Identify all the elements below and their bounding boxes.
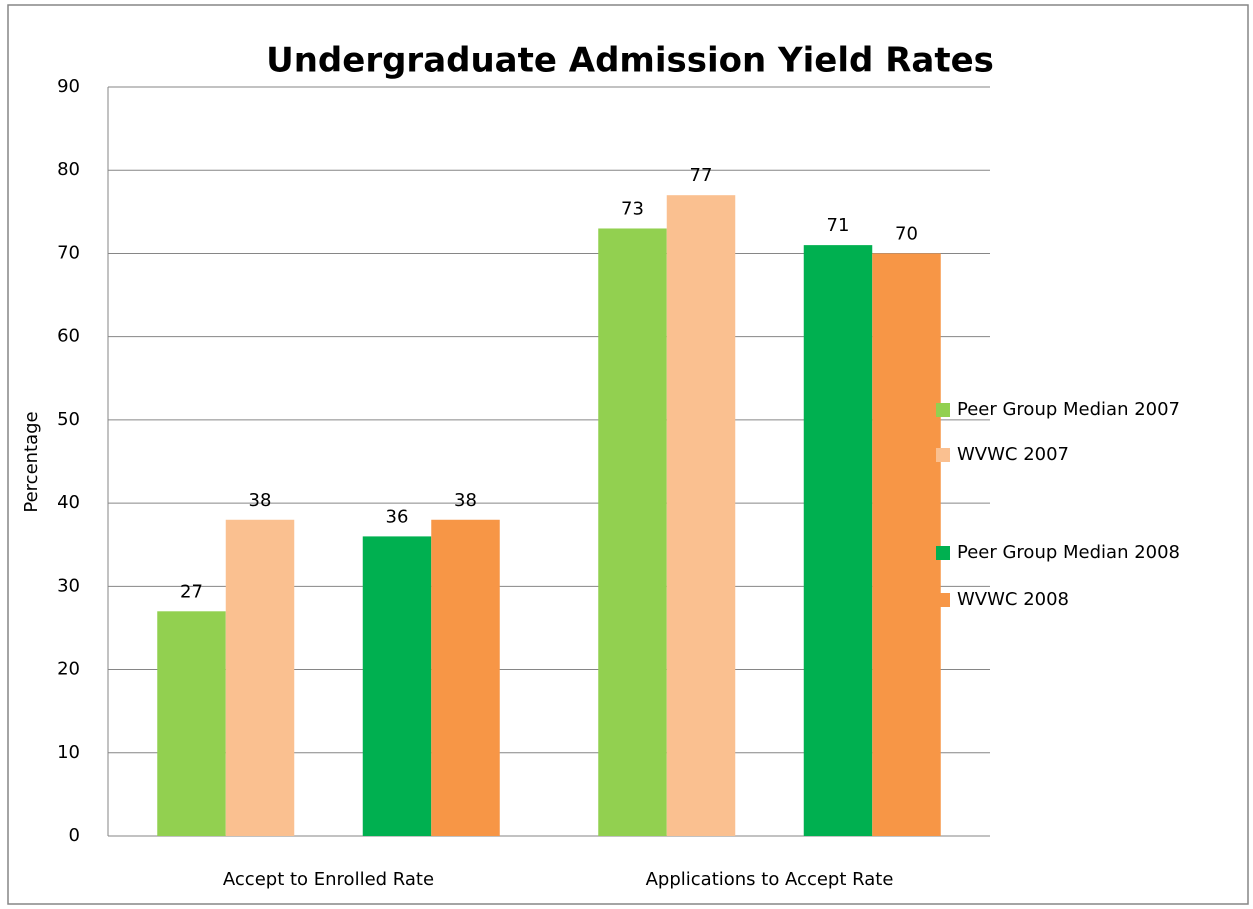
bar xyxy=(803,245,873,837)
legend-swatch xyxy=(936,546,950,560)
bar xyxy=(666,195,736,836)
data-label: 73 xyxy=(621,198,644,219)
bar xyxy=(872,253,941,836)
legend-label: Peer Group Median 2008 xyxy=(957,542,1180,563)
y-tick-label: 90 xyxy=(57,76,80,97)
legend-swatch xyxy=(936,593,950,607)
bar xyxy=(225,519,295,836)
y-tick-label: 70 xyxy=(57,242,80,263)
y-tick-label: 60 xyxy=(57,326,80,347)
data-label: 36 xyxy=(386,506,409,527)
legend-swatch xyxy=(936,448,950,462)
chart-border xyxy=(7,4,1249,905)
bar xyxy=(157,611,226,836)
x-tick-label: Accept to Enrolled Rate xyxy=(223,869,434,890)
y-tick-label: 30 xyxy=(57,575,80,596)
y-tick-label: 0 xyxy=(69,825,80,846)
bar xyxy=(598,228,667,836)
legend-swatch xyxy=(936,403,950,417)
y-tick-label: 50 xyxy=(57,409,80,430)
legend-label: Peer Group Median 2007 xyxy=(957,399,1180,420)
data-label: 38 xyxy=(249,490,272,511)
y-axis-label: Percentage xyxy=(21,411,42,512)
y-tick-label: 20 xyxy=(57,659,80,680)
y-tick-label: 10 xyxy=(57,742,80,763)
bar xyxy=(362,536,432,836)
y-tick-label: 40 xyxy=(57,492,80,513)
chart-title: Undergraduate Admission Yield Rates xyxy=(266,41,994,81)
data-label: 38 xyxy=(454,490,477,511)
legend-label: WVWC 2008 xyxy=(957,589,1069,610)
data-label: 77 xyxy=(690,165,713,186)
bar xyxy=(431,519,500,836)
data-label: 71 xyxy=(827,215,850,236)
legend-label: WVWC 2007 xyxy=(957,444,1069,465)
data-label: 70 xyxy=(895,223,918,244)
y-tick-label: 80 xyxy=(57,159,80,180)
x-tick-label: Applications to Accept Rate xyxy=(646,869,894,890)
data-label: 27 xyxy=(180,581,203,602)
